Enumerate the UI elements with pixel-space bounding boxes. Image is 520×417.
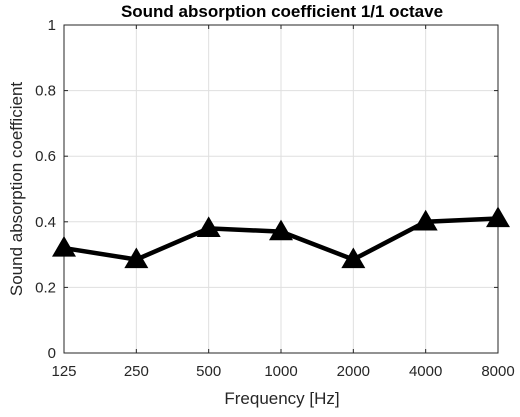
data-point-triangle (341, 247, 366, 269)
data-point-triangle (196, 216, 221, 237)
data-point-triangle (52, 236, 76, 257)
data-point-triangle (269, 219, 293, 241)
tick-labels: 125 250 500 1000 2000 4000 8000 0 0.2 0.4 0.6 0.8 1 (35, 17, 515, 380)
y-tick-label: 0 (48, 345, 56, 362)
y-tick-label: 0.4 (35, 214, 56, 231)
y-tick-label: 0.8 (35, 83, 56, 100)
x-tick-label: 500 (196, 363, 221, 380)
x-tick-label: 1000 (264, 363, 297, 380)
x-tick-label: 4000 (409, 363, 442, 380)
tick-marks (63, 24, 499, 354)
x-tick-label: 2000 (337, 363, 370, 380)
x-tick-label: 8000 (481, 363, 514, 380)
y-tick-label: 0.6 (35, 148, 56, 165)
y-axis-label: Sound absorption coefficient (7, 82, 26, 297)
y-tick-label: 1 (48, 17, 56, 34)
series-layer (52, 206, 510, 269)
data-point-triangle (124, 247, 149, 269)
x-tick-label: 250 (124, 363, 149, 380)
data-point-triangle (413, 209, 438, 231)
data-point-triangle (486, 206, 510, 228)
x-tick-label: 125 (51, 363, 76, 380)
chart-title: Sound absorption coefficient 1/1 octave (121, 2, 443, 21)
y-tick-label: 0.2 (35, 279, 56, 296)
x-axis-label: Frequency [Hz] (224, 389, 339, 408)
